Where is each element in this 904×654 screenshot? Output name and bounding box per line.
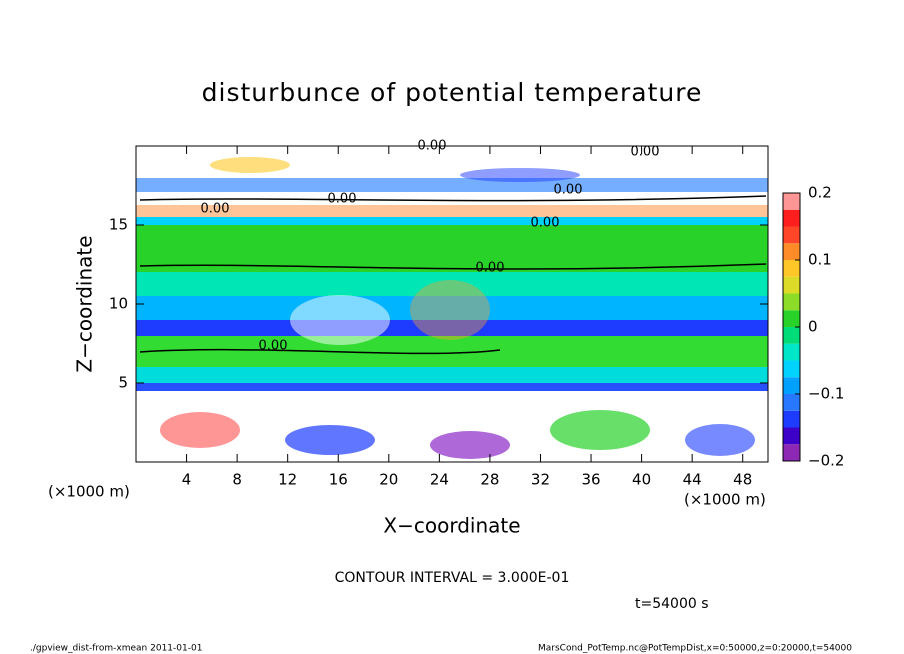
field-blob [430,431,510,459]
x-tick-label: 48 [733,471,752,489]
y-tick-label: 10 [109,295,128,313]
y-axis-title: Z−coordinate [73,235,97,372]
footer-left: ./gpview_dist-from-xmean 2011-01-01 [30,644,202,654]
y-axis-units: (×1000 m) [48,483,130,501]
footer-right: MarsCond_PotTemp.nc@PotTempDist,x=0:5000… [538,644,852,654]
colorbar-segment [783,243,800,260]
colorbar-segment [783,327,800,344]
x-tick-label: 40 [632,471,651,489]
field-blob [160,412,240,448]
x-tick-label: 4 [182,471,192,489]
field-blob [410,280,490,340]
y-tick-label: 5 [118,374,128,392]
field-blob [210,157,290,173]
contour-interval: CONTOUR INTERVAL = 3.000E-01 [335,570,570,586]
x-axis-title: X−coordinate [383,514,520,538]
x-tick-label: 28 [480,471,499,489]
field-blob [285,425,375,455]
contour-line [139,195,767,355]
field-blob [685,424,755,456]
x-tick-label: 32 [531,471,550,489]
x-tick-label: 36 [581,471,600,489]
field-band [136,192,768,205]
field-blob [550,410,650,450]
colorbar-segment [783,260,800,277]
x-tick-label: 24 [430,471,449,489]
field-band [136,336,768,367]
field [135,145,769,463]
colorbar-segment [783,343,800,361]
colorbar-segment [783,360,800,378]
contour-label: 0.00 [201,202,230,217]
x-tick-label: 20 [379,471,398,489]
colorbar-segment [783,394,800,411]
field-band [136,272,768,296]
contour-label: 0.00 [328,192,357,207]
colorbar-tick-label: 0.1 [808,251,832,269]
time-label: t=54000 s [635,596,709,612]
field-band [136,296,768,320]
x-tick-label: 12 [278,471,297,489]
colorbar-segment [783,193,800,210]
colorbar-segment [783,444,800,461]
x-tick-label: 16 [329,471,348,489]
contour-label: 0.00 [259,339,288,354]
colorbar-tick-label: −0.1 [808,385,844,403]
colorbar-segment [783,293,800,311]
colorbar-segment [783,427,800,445]
y-tick-label: 15 [109,216,128,234]
contour-label: 0.00 [531,216,560,231]
colorbar-tick-label: 0.2 [808,184,832,202]
field-blob [290,295,390,345]
contour-label: 0.00 [631,145,660,160]
colorbar-segment [783,209,800,227]
colorbar-tick-label: 0 [808,318,818,336]
field-band [136,205,768,217]
x-tick-label: 8 [232,471,242,489]
field-band [136,383,768,391]
field-band [136,178,768,192]
field-band [136,367,768,383]
field-band [136,225,768,272]
contour-label: 0.00 [418,139,447,154]
colorbar-segment [783,310,800,327]
contour-label: 0.00 [554,183,583,198]
field-band [136,217,768,225]
colorbar-tick-label: −0.2 [808,452,844,470]
colorbar-segment [783,276,800,294]
x-axis-units: (×1000 m) [684,491,766,509]
x-tick-label: 44 [683,471,702,489]
colorbar-segment [783,377,800,394]
field-blob [460,168,580,182]
colorbar-segment [783,226,800,244]
colorbar-segment [783,410,800,428]
chart-title: disturbunce of potential temperature [202,78,703,107]
contour-label: 0.00 [476,261,505,276]
